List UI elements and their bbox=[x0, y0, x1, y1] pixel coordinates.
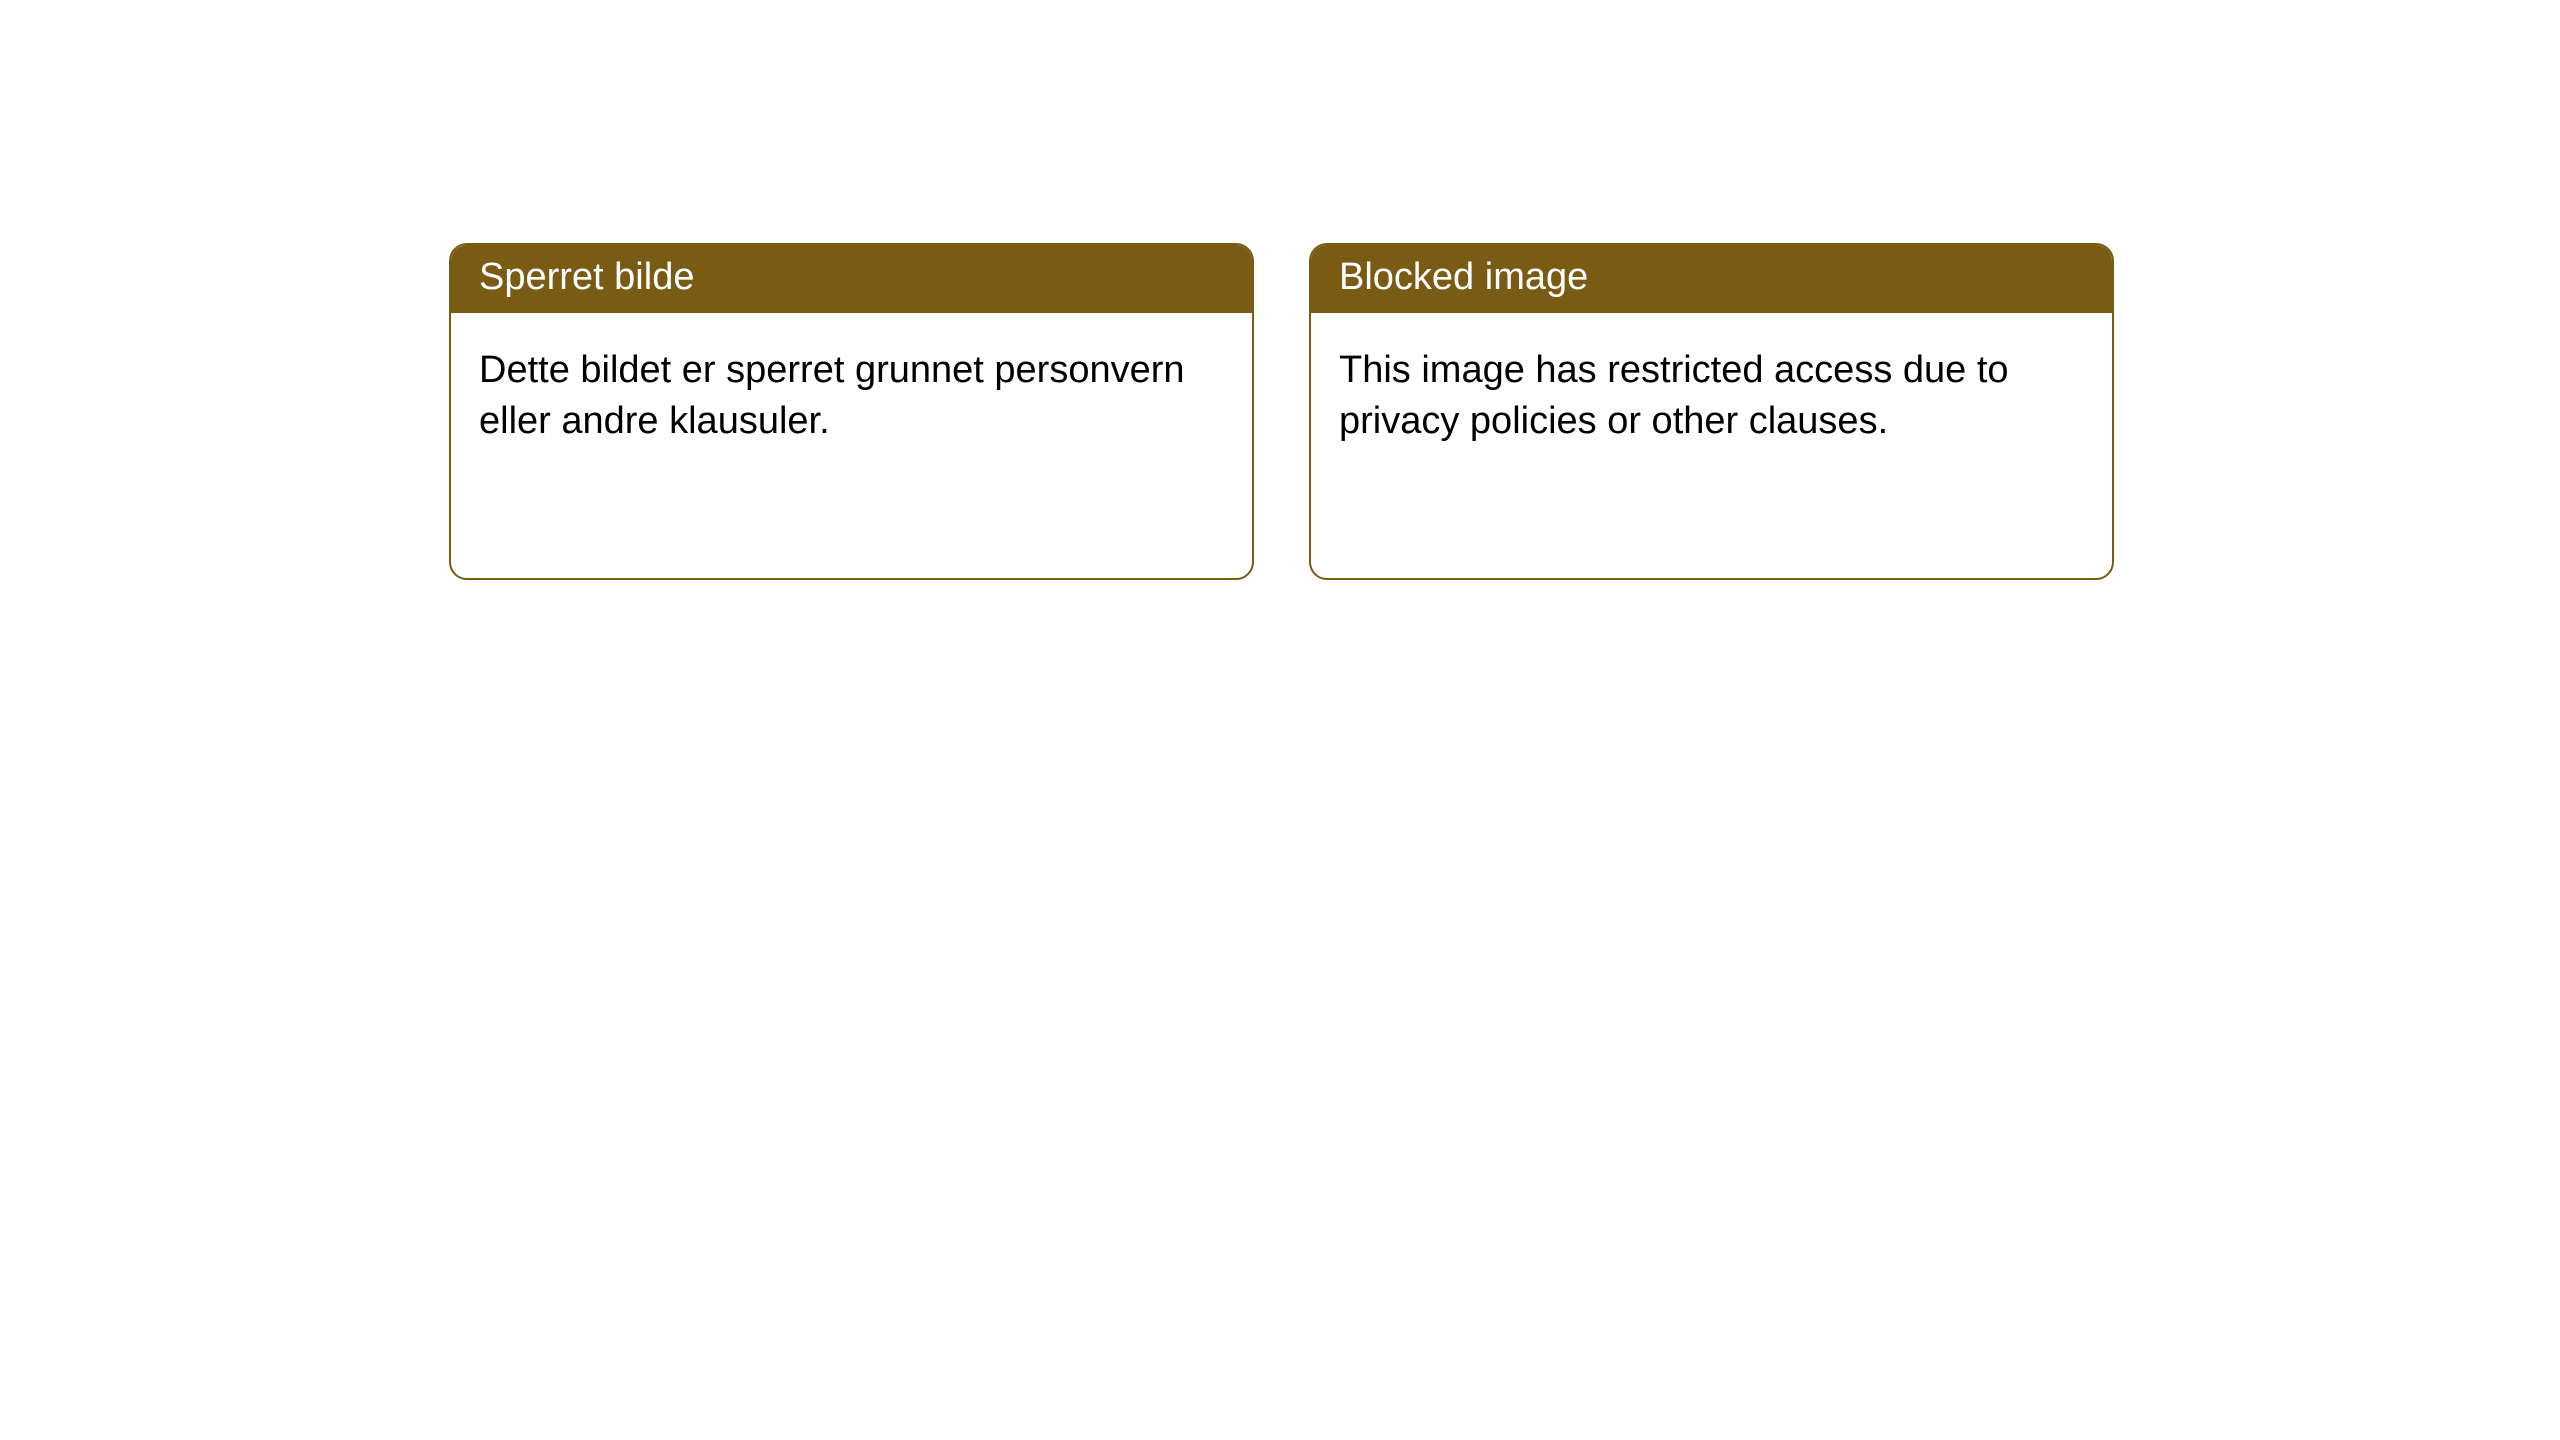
card-title-no: Sperret bilde bbox=[451, 245, 1252, 313]
card-title-en: Blocked image bbox=[1311, 245, 2112, 313]
blocked-image-card-no: Sperret bilde Dette bildet er sperret gr… bbox=[449, 243, 1254, 580]
card-body-no: Dette bildet er sperret grunnet personve… bbox=[451, 313, 1252, 480]
notice-container: Sperret bilde Dette bildet er sperret gr… bbox=[449, 243, 2114, 580]
card-body-en: This image has restricted access due to … bbox=[1311, 313, 2112, 480]
blocked-image-card-en: Blocked image This image has restricted … bbox=[1309, 243, 2114, 580]
